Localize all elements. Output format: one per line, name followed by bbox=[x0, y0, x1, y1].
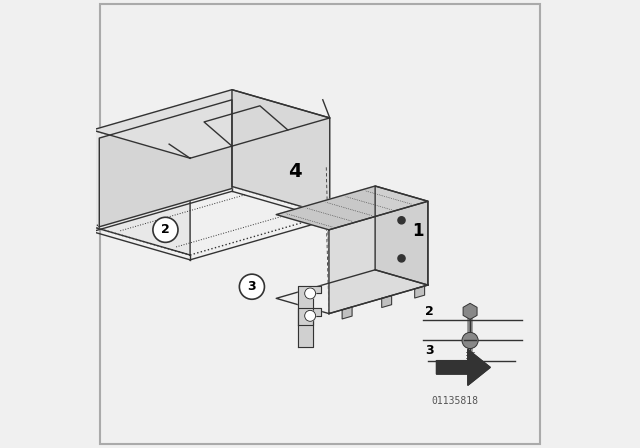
Text: 3: 3 bbox=[248, 280, 256, 293]
Circle shape bbox=[305, 288, 316, 299]
Polygon shape bbox=[92, 130, 190, 255]
Circle shape bbox=[239, 274, 264, 299]
Circle shape bbox=[153, 217, 178, 242]
Circle shape bbox=[398, 217, 405, 224]
Polygon shape bbox=[415, 286, 424, 298]
Polygon shape bbox=[381, 296, 392, 307]
Circle shape bbox=[398, 255, 405, 262]
Text: 1: 1 bbox=[412, 222, 423, 240]
Text: 2: 2 bbox=[426, 305, 434, 318]
Text: 3: 3 bbox=[426, 344, 434, 357]
Text: 4: 4 bbox=[289, 162, 302, 181]
Polygon shape bbox=[298, 308, 321, 347]
Polygon shape bbox=[99, 100, 232, 227]
Text: 2: 2 bbox=[161, 223, 170, 237]
Polygon shape bbox=[329, 201, 428, 314]
Circle shape bbox=[305, 310, 316, 321]
Polygon shape bbox=[92, 90, 330, 158]
Text: 01135818: 01135818 bbox=[431, 396, 478, 406]
Polygon shape bbox=[232, 90, 330, 215]
Polygon shape bbox=[436, 349, 490, 385]
Polygon shape bbox=[298, 286, 321, 325]
Circle shape bbox=[462, 332, 478, 349]
Polygon shape bbox=[276, 186, 428, 230]
Polygon shape bbox=[375, 186, 428, 285]
Polygon shape bbox=[342, 307, 352, 319]
